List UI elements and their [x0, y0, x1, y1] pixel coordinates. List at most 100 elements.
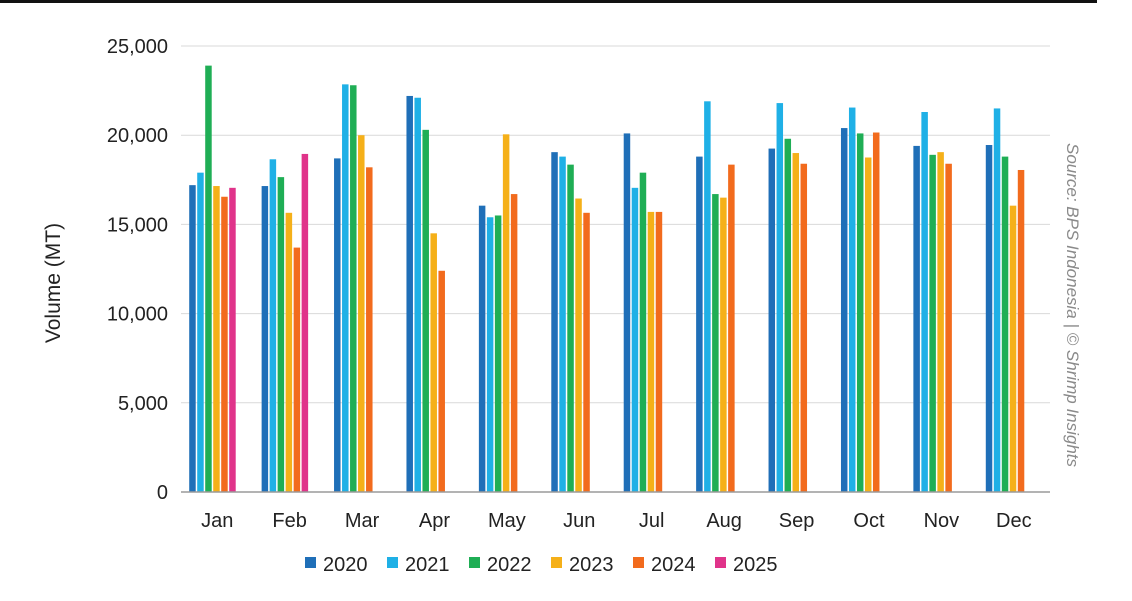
gridlines: [181, 45, 1050, 404]
legend-label-2021: 2021: [405, 554, 450, 576]
x-tick-label: Sep: [779, 510, 815, 532]
bar-2024-nov: [945, 163, 952, 492]
x-tick-label: Feb: [272, 510, 306, 532]
bar-2022-feb: [277, 177, 285, 492]
bar-2020-jun: [551, 152, 558, 492]
bar-2020-aug: [696, 156, 703, 492]
bar-2020-jul: [623, 133, 631, 492]
x-tick-label: Apr: [419, 510, 450, 532]
bar-2025-jan: [229, 187, 236, 492]
x-tick-label: Dec: [996, 510, 1032, 532]
bar-2024-aug: [728, 164, 735, 493]
bar-2023-mar: [358, 135, 365, 492]
x-tick-label: Jun: [563, 510, 595, 532]
legend-label-2024: 2024: [651, 554, 696, 576]
bar-2021-may: [486, 217, 494, 492]
legend-swatch-2025: [715, 557, 726, 568]
bar-2021-dec: [993, 108, 1001, 492]
bar-2023-jan: [213, 186, 220, 492]
bars: [189, 65, 1025, 493]
y-tick-label: 5,000: [118, 393, 168, 415]
bar-2024-jul: [655, 211, 663, 493]
y-tick-label: 10,000: [107, 304, 168, 326]
bar-2020-dec: [985, 145, 993, 492]
bar-2023-may: [502, 134, 510, 493]
bar-2023-apr: [430, 233, 437, 492]
x-tick-label: Nov: [924, 510, 960, 532]
bar-2020-apr: [406, 95, 413, 493]
bar-2023-aug: [720, 197, 727, 492]
source-note: Source: BPS Indonesia | © Shrimp Insight…: [1063, 143, 1082, 468]
bar-2023-nov: [937, 152, 944, 492]
legend-swatch-2023: [551, 557, 562, 568]
bar-2022-oct: [856, 133, 864, 492]
bar-2022-mar: [350, 85, 357, 493]
legend-swatch-2020: [305, 557, 316, 568]
bar-2023-oct: [864, 157, 872, 492]
y-tick-label: 0: [157, 482, 168, 504]
bar-2021-jan: [197, 172, 204, 492]
x-tick-label: Aug: [706, 510, 742, 532]
y-tick-label: 15,000: [107, 214, 168, 236]
bar-2022-aug: [712, 194, 719, 492]
bar-2024-apr: [438, 270, 445, 492]
bar-2024-feb: [293, 247, 301, 492]
bar-2024-oct: [872, 132, 880, 493]
bar-2024-jan: [221, 196, 228, 493]
bar-2022-jun: [567, 164, 574, 493]
bar-2022-dec: [1001, 156, 1009, 492]
y-axis-title: Volume (MT): [42, 223, 65, 343]
bar-2021-mar: [342, 84, 349, 492]
bar-2021-sep: [776, 103, 784, 492]
x-tick-label: Jan: [201, 510, 233, 532]
bar-2022-sep: [784, 138, 792, 492]
y-axis: 0 5,000 10,000 15,000 20,000 25,000: [107, 36, 168, 504]
legend-label-2023: 2023: [569, 554, 614, 576]
bar-2021-jun: [559, 156, 566, 492]
bar-2021-oct: [848, 107, 856, 492]
y-tick-label: 20,000: [107, 125, 168, 147]
bar-2024-mar: [366, 167, 373, 492]
legend-swatch-2024: [633, 557, 644, 568]
bar-2025-feb: [301, 153, 309, 492]
bar-2021-apr: [414, 97, 421, 493]
bar-2024-jun: [583, 212, 590, 492]
bar-2020-feb: [261, 186, 269, 492]
x-tick-label: Mar: [345, 510, 380, 532]
y-tick-label: 25,000: [107, 36, 168, 58]
bar-2023-feb: [285, 212, 293, 492]
bar-2020-oct: [840, 128, 848, 492]
bar-2020-sep: [768, 148, 776, 492]
bar-2023-jul: [647, 211, 655, 493]
legend-label-2022: 2022: [487, 554, 532, 576]
bar-2022-nov: [929, 154, 936, 492]
x-axis: Jan Feb Mar Apr May Jun Jul Aug Sep Oct Nov Dec: [181, 491, 1050, 532]
x-tick-label: Oct: [853, 510, 885, 532]
bar-2022-jul: [639, 172, 647, 492]
bar-2021-jul: [631, 187, 639, 492]
bar-2020-may: [478, 205, 486, 492]
bar-2020-jan: [189, 185, 196, 493]
bar-2024-sep: [800, 163, 808, 492]
bar-2021-aug: [704, 101, 711, 492]
x-tick-label: May: [488, 510, 526, 532]
bar-2021-nov: [921, 112, 928, 493]
x-tick-label: Jul: [639, 510, 665, 532]
legend-swatch-2021: [387, 557, 398, 568]
bar-2024-may: [510, 194, 518, 492]
bar-2020-mar: [334, 158, 341, 492]
legend-label-2025: 2025: [733, 554, 778, 576]
bar-2023-jun: [575, 198, 582, 493]
legend-label-2020: 2020: [323, 554, 368, 576]
bar-2022-apr: [422, 129, 429, 492]
top-rule: [0, 0, 1097, 3]
legend-swatch-2022: [469, 557, 480, 568]
legend: 2020 2021 2022 2023 2024 2025: [305, 554, 778, 576]
bar-2020-nov: [913, 145, 920, 493]
bar-2022-may: [494, 215, 502, 493]
bar-2024-dec: [1017, 169, 1025, 492]
bar-2021-feb: [269, 159, 277, 492]
bar-2023-sep: [792, 153, 800, 493]
bar-2022-jan: [205, 65, 212, 493]
